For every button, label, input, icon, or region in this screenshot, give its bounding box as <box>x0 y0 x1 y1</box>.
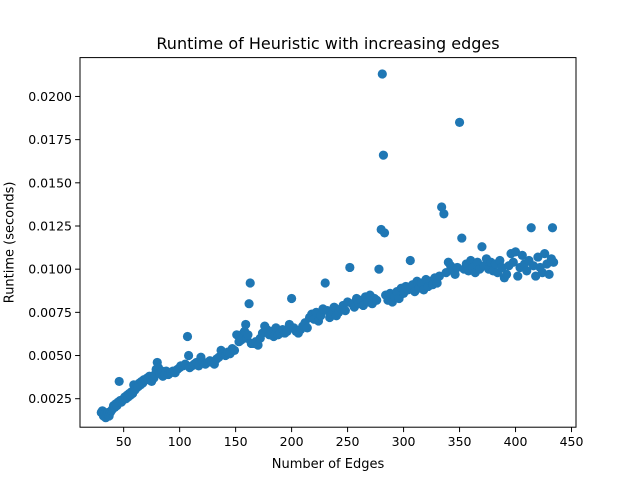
data-point <box>253 340 263 350</box>
data-point <box>450 269 460 279</box>
data-point <box>501 269 512 279</box>
x-tick-label: 100 <box>168 434 192 449</box>
data-point <box>243 330 253 340</box>
y-tick-label: 0.0150 <box>28 175 72 190</box>
data-point <box>547 223 558 233</box>
y-tick-label: 0.0175 <box>28 132 72 147</box>
data-point <box>513 271 523 281</box>
data-point <box>345 262 355 273</box>
x-tick-label: 200 <box>280 434 304 449</box>
data-points <box>96 69 559 423</box>
data-point <box>302 323 312 333</box>
data-point <box>439 209 449 219</box>
x-tick-label: 300 <box>392 434 416 449</box>
y-tick-label: 0.0125 <box>28 218 72 233</box>
data-point <box>517 250 527 260</box>
x-axis-ticks: 50 100 150 200 250 300 350 400 450 <box>116 427 584 449</box>
x-tick-label: 400 <box>504 434 528 449</box>
data-point <box>182 331 193 342</box>
data-point <box>229 345 240 355</box>
data-point <box>241 319 251 330</box>
data-point <box>432 278 442 288</box>
data-point <box>245 278 255 288</box>
y-axis-ticks: 0.0025 0.0050 0.0075 0.0100 0.0125 0.0150 0.01… <box>28 89 80 406</box>
y-axis-label: Runtime (seconds) <box>3 182 18 304</box>
data-point <box>540 249 550 259</box>
y-tick-label: 0.0075 <box>28 305 72 320</box>
y-tick-label: 0.0200 <box>28 89 72 104</box>
data-point <box>320 278 330 288</box>
plot-area-frame <box>79 57 577 428</box>
chart-title: Runtime of Heuristic with increasing edg… <box>156 34 499 53</box>
data-point <box>379 228 390 238</box>
data-point <box>549 257 559 267</box>
x-tick-label: 50 <box>116 434 132 449</box>
x-tick-label: 450 <box>560 434 584 449</box>
data-point <box>114 376 124 387</box>
data-point <box>378 150 389 160</box>
data-point <box>437 202 447 212</box>
y-tick-label: 0.0025 <box>28 391 72 406</box>
data-point <box>340 306 350 316</box>
data-point <box>454 117 465 127</box>
data-point <box>372 295 382 305</box>
data-point <box>374 264 384 274</box>
data-point <box>477 242 487 252</box>
data-point <box>287 293 297 304</box>
data-point <box>544 269 554 279</box>
data-point <box>316 311 326 321</box>
data-point <box>244 299 254 309</box>
data-point <box>522 266 532 276</box>
y-tick-label: 0.0100 <box>28 262 72 277</box>
x-tick-label: 150 <box>224 434 248 449</box>
data-point <box>405 255 415 266</box>
data-point <box>495 255 505 266</box>
data-point <box>457 233 467 243</box>
x-axis-label: Number of Edges <box>272 457 385 472</box>
x-tick-label: 250 <box>336 434 360 449</box>
y-tick-label: 0.0050 <box>28 348 72 363</box>
data-point <box>377 69 387 79</box>
data-point <box>184 350 194 361</box>
data-point <box>526 223 536 233</box>
data-point <box>508 257 518 267</box>
x-tick-label: 350 <box>448 434 472 449</box>
